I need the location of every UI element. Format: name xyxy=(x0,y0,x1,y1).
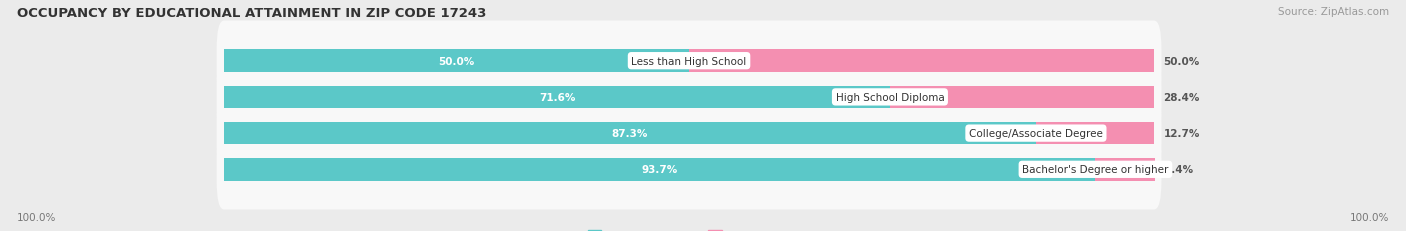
FancyBboxPatch shape xyxy=(217,58,1161,137)
Text: College/Associate Degree: College/Associate Degree xyxy=(969,128,1102,139)
FancyBboxPatch shape xyxy=(217,94,1161,173)
Text: 71.6%: 71.6% xyxy=(538,92,575,103)
Text: 50.0%: 50.0% xyxy=(439,56,475,66)
Text: 87.3%: 87.3% xyxy=(612,128,648,139)
Text: 6.4%: 6.4% xyxy=(1164,165,1194,175)
Text: Bachelor's Degree or higher: Bachelor's Degree or higher xyxy=(1022,165,1168,175)
Bar xyxy=(1095,158,1154,181)
Bar xyxy=(224,86,890,109)
Bar xyxy=(689,50,1154,73)
Text: OCCUPANCY BY EDUCATIONAL ATTAINMENT IN ZIP CODE 17243: OCCUPANCY BY EDUCATIONAL ATTAINMENT IN Z… xyxy=(17,7,486,20)
Text: 12.7%: 12.7% xyxy=(1163,128,1199,139)
Text: Less than High School: Less than High School xyxy=(631,56,747,66)
Text: 93.7%: 93.7% xyxy=(641,165,678,175)
Text: 50.0%: 50.0% xyxy=(1163,56,1199,66)
Legend: Owner-occupied, Renter-occupied: Owner-occupied, Renter-occupied xyxy=(588,230,818,231)
Text: 100.0%: 100.0% xyxy=(1350,212,1389,222)
Text: High School Diploma: High School Diploma xyxy=(835,92,945,103)
Bar xyxy=(890,86,1154,109)
Text: Source: ZipAtlas.com: Source: ZipAtlas.com xyxy=(1278,7,1389,17)
Bar xyxy=(224,50,689,73)
FancyBboxPatch shape xyxy=(217,21,1161,101)
Bar xyxy=(1036,122,1154,145)
FancyBboxPatch shape xyxy=(217,130,1161,210)
Bar xyxy=(224,122,1036,145)
Text: 28.4%: 28.4% xyxy=(1163,92,1199,103)
Text: 100.0%: 100.0% xyxy=(17,212,56,222)
Bar xyxy=(224,158,1095,181)
